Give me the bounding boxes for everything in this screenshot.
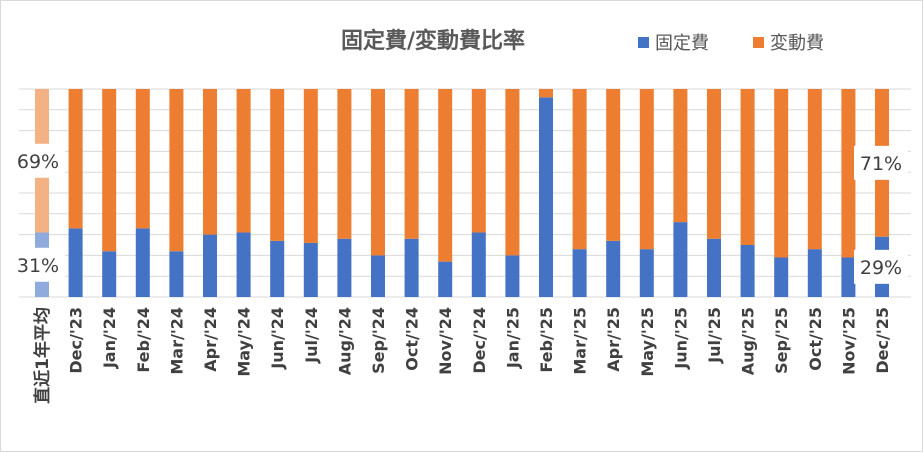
bar-variable <box>169 89 184 252</box>
x-tick-label: May/'24 <box>235 307 254 377</box>
bar-fixed <box>236 232 251 297</box>
bar-variable <box>236 89 251 233</box>
x-tick-label: Dec/'23 <box>67 307 86 374</box>
x-tick-label: Jul/'25 <box>705 307 724 364</box>
bar-fixed <box>270 240 285 297</box>
x-tick-label: 直近1年平均 <box>32 307 53 404</box>
bar-fixed <box>505 255 520 297</box>
x-tick-label: Feb/'25 <box>537 307 556 373</box>
bar-variable <box>337 89 352 239</box>
bar-fixed <box>371 255 385 297</box>
x-tick-label: Mar/'25 <box>571 307 590 375</box>
x-tick-label: Sep/'24 <box>369 307 388 374</box>
bar-variable <box>572 89 587 250</box>
x-tick-label: Sep/'25 <box>772 307 791 374</box>
data-label-box <box>11 247 65 282</box>
legend-swatch-fixed <box>638 37 649 48</box>
bar-fixed <box>337 238 352 297</box>
x-tick-label: May/'25 <box>638 307 657 377</box>
bar-fixed <box>707 238 721 297</box>
bar-fixed <box>135 228 150 297</box>
bar-fixed <box>438 261 453 297</box>
legend: 固定費 変動費 <box>638 33 824 54</box>
bar-fixed <box>404 238 419 297</box>
data-label-box <box>854 145 908 180</box>
x-tick-label: Nov/'25 <box>839 307 858 375</box>
bar-fixed <box>639 249 654 297</box>
bar-variable <box>673 89 688 223</box>
bar-variable <box>102 89 117 252</box>
x-tick-label: Jun/'25 <box>671 307 690 370</box>
bar-fixed <box>807 249 822 297</box>
bar-fixed <box>303 242 318 297</box>
bar-variable <box>807 89 822 250</box>
data-label: 31% <box>17 255 59 277</box>
bar-variable <box>371 89 385 256</box>
x-tick-label: Mar/'24 <box>167 307 186 375</box>
x-tick-label: Aug/'25 <box>739 307 758 375</box>
x-tick-label: Apr/'25 <box>604 307 623 372</box>
gridlines <box>19 88 911 298</box>
x-tick-label: Jun/'24 <box>268 307 287 370</box>
x-tick-label: Aug/'24 <box>335 307 354 375</box>
bar-variable <box>505 89 520 256</box>
x-tick-label: Apr/'24 <box>201 307 220 372</box>
bar-fixed <box>471 232 486 297</box>
bar-variable <box>774 89 789 258</box>
bar-fixed <box>774 257 789 297</box>
bar-fixed <box>572 249 587 297</box>
x-tick-label: Dec/'24 <box>470 307 489 374</box>
x-tick-label: Oct/'24 <box>403 307 422 371</box>
data-labels: 31% 69% 29% 71% <box>11 143 908 284</box>
bar-variable <box>438 89 453 262</box>
bar-variable <box>539 89 553 98</box>
bar-fixed <box>102 251 117 297</box>
bar-fixed <box>539 97 553 297</box>
bar-fixed <box>203 234 217 297</box>
data-label: 69% <box>17 151 59 173</box>
legend-label-variable: 変動費 <box>770 33 824 54</box>
data-label-box <box>11 143 65 178</box>
bar-variable <box>404 89 419 239</box>
x-tick-label: Jan/'24 <box>100 307 119 369</box>
bar-variable <box>707 89 721 239</box>
bar-variable <box>203 89 217 235</box>
bar-variable <box>303 89 318 243</box>
legend-swatch-variable <box>753 37 764 48</box>
bar-fixed <box>606 240 621 297</box>
x-tick-label: Oct/'25 <box>806 307 825 371</box>
x-axis-labels: 直近1年平均 Dec/'23 Jan/'24 Feb/'24 Mar/'24 Apr/'2… <box>32 307 892 404</box>
data-label: 29% <box>860 257 902 279</box>
bar-variable <box>68 89 83 229</box>
bar-fixed <box>841 257 856 297</box>
bar-variable <box>135 89 150 229</box>
bar-variable <box>740 89 755 245</box>
x-tick-label: Feb/'24 <box>134 307 153 373</box>
x-tick-label: Jul/'24 <box>302 307 321 364</box>
data-label-box <box>854 249 908 284</box>
bar-fixed <box>740 245 755 297</box>
x-tick-label: Jan/'25 <box>503 307 522 369</box>
bar-fixed <box>169 251 184 297</box>
bar-variable <box>270 89 285 241</box>
bar-variable <box>471 89 486 233</box>
legend-label-fixed: 固定費 <box>655 33 709 54</box>
bar-variable <box>639 89 654 250</box>
bar-fixed <box>68 228 83 297</box>
bar-fixed <box>673 222 688 297</box>
x-tick-label: Nov/'24 <box>436 307 455 375</box>
chart-title: 固定費/変動費比率 <box>341 28 525 54</box>
data-label: 71% <box>860 153 902 175</box>
bar-variable <box>841 89 856 258</box>
bar-variable <box>606 89 621 241</box>
x-tick-label: Dec/'25 <box>873 307 892 374</box>
